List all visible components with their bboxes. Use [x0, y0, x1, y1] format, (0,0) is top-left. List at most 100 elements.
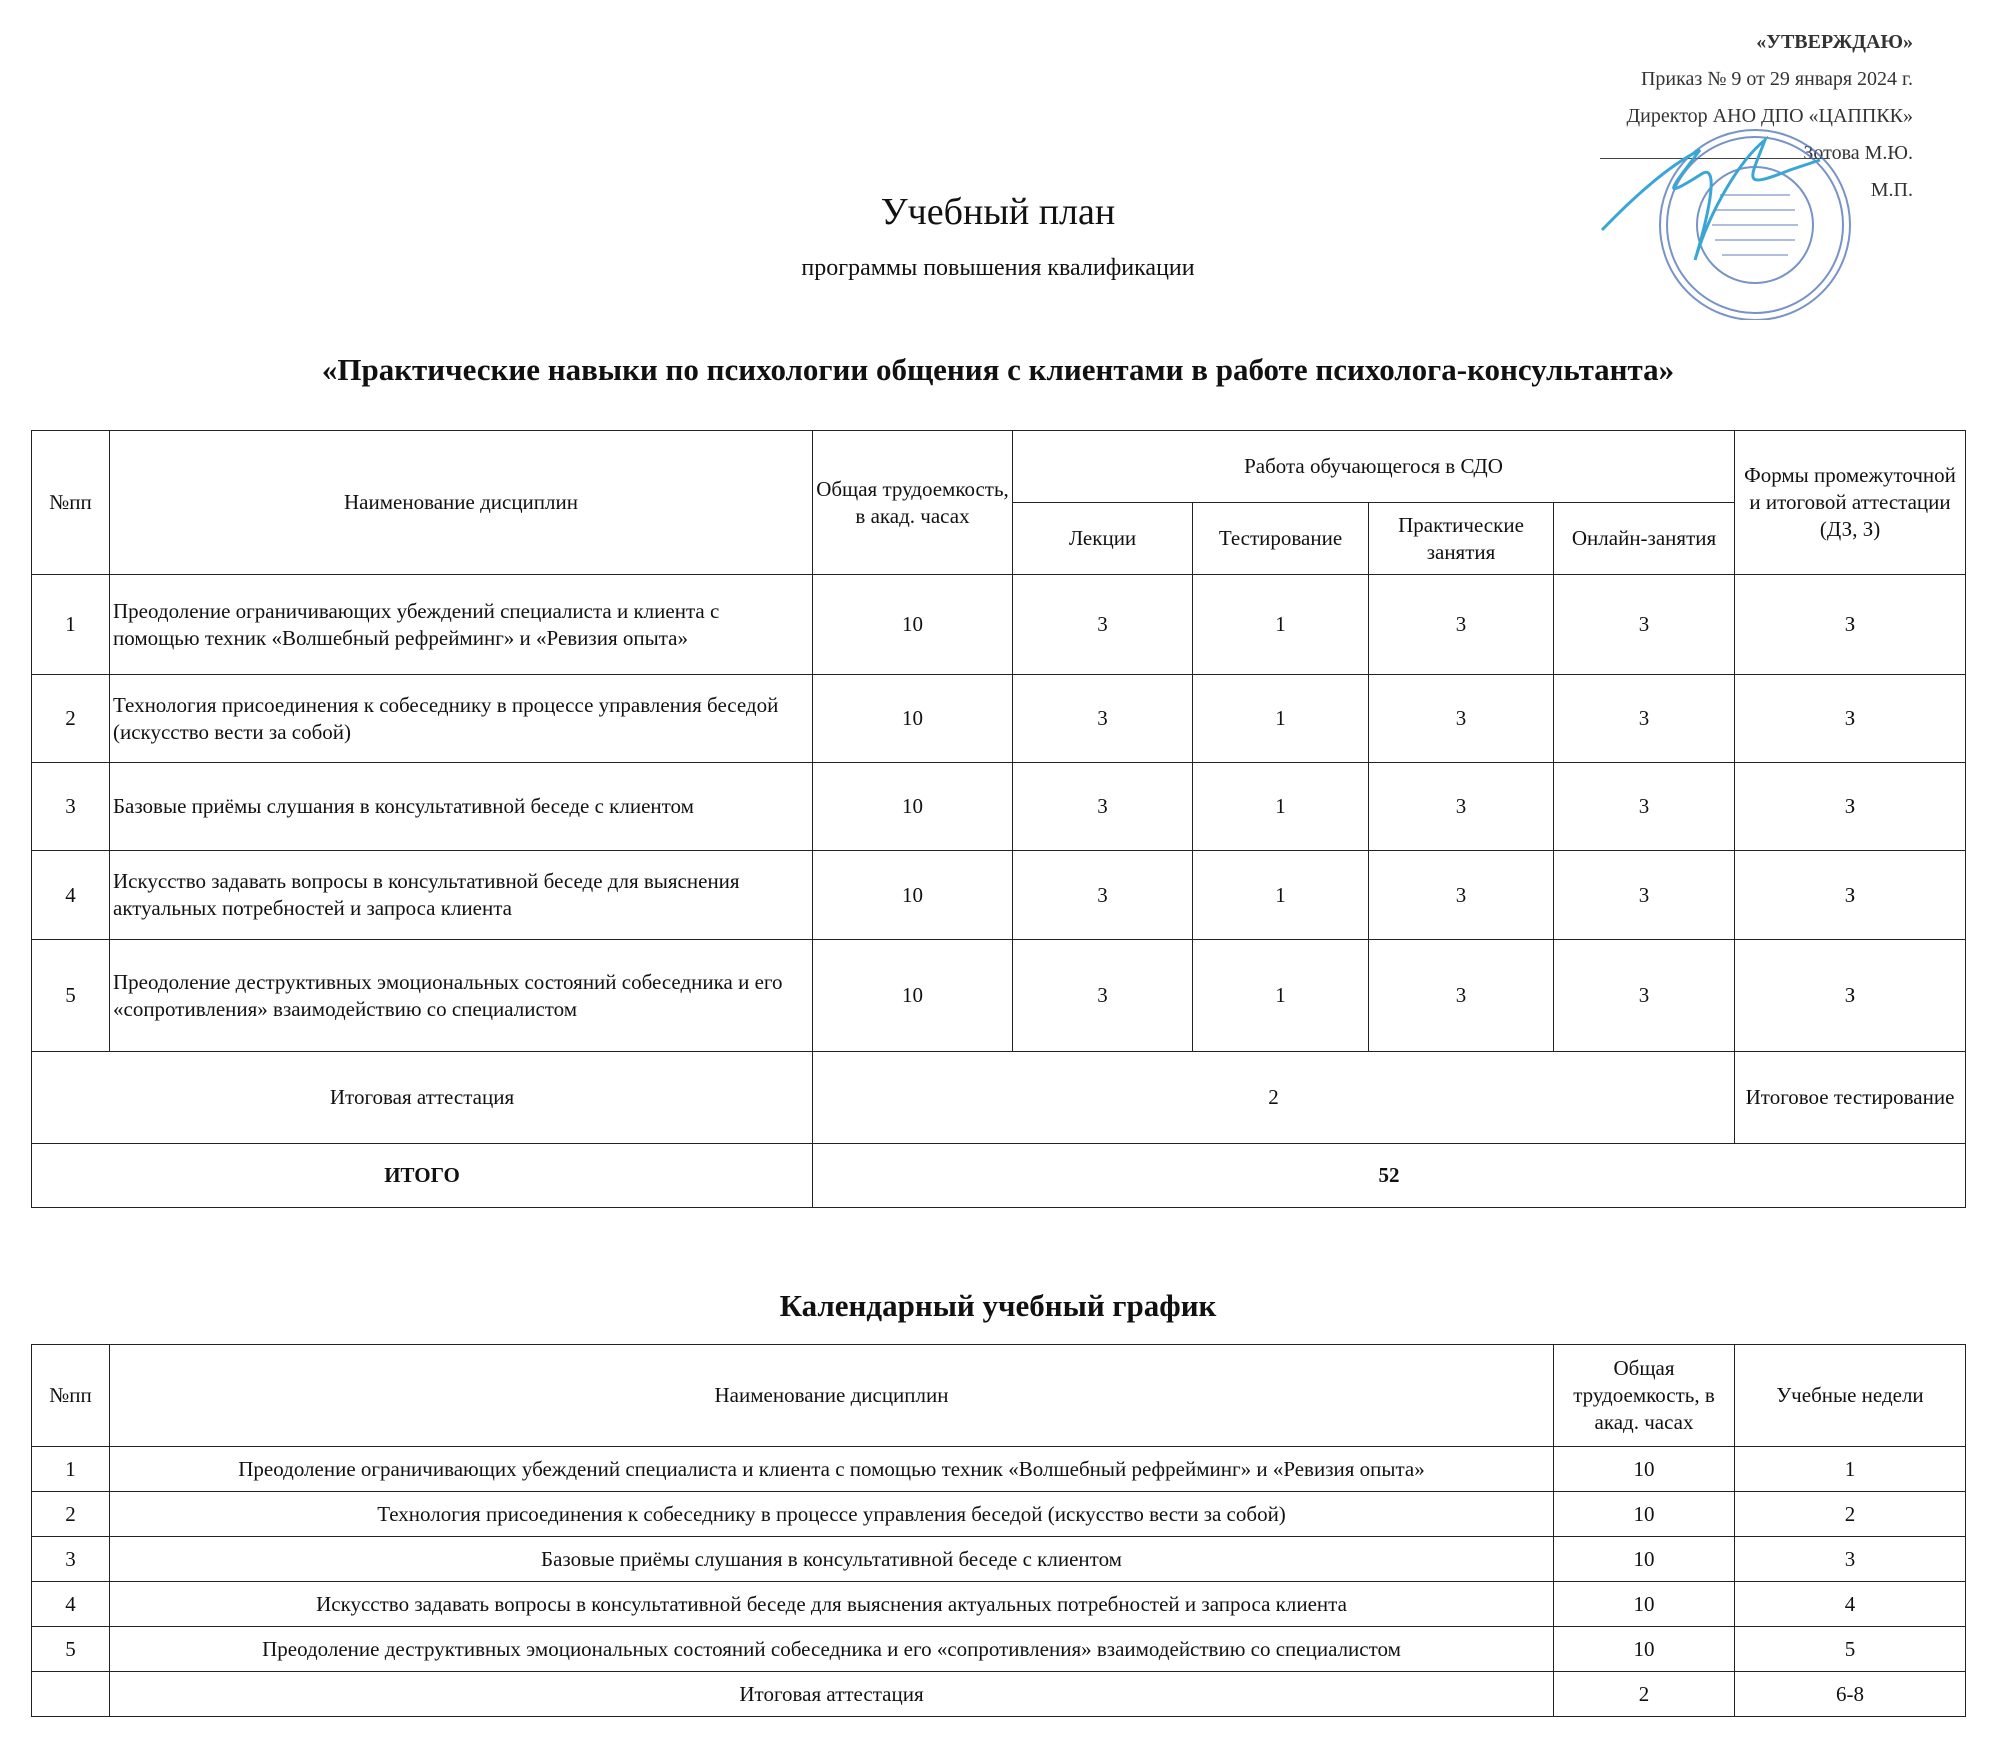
cell-total: 10 — [812, 574, 1013, 675]
cell-week: 5 — [1734, 1626, 1966, 1672]
cell-online: 3 — [1552, 674, 1736, 763]
table-row: 5 Преодоление деструктивных эмоциональных… — [31, 939, 1967, 1052]
cell-num: 1 — [31, 1446, 110, 1492]
cell-week: 2 — [1734, 1491, 1966, 1537]
cell-name: Преодоление ограничивающих убеждений спе… — [109, 1446, 1554, 1492]
cell-name: Искусство задавать вопросы в консультати… — [109, 1581, 1554, 1627]
cell-practice: 3 — [1368, 674, 1554, 763]
header-testing: Тестирование — [1192, 502, 1369, 575]
plan-table: №пп Наименование дисциплин Общая трудоем… — [31, 430, 1967, 1208]
table-row: 3 Базовые приёмы слушания в консультативн… — [31, 762, 1967, 851]
cell-name: Преодоление деструктивных эмоциональных … — [109, 939, 813, 1052]
cell-online: 3 — [1552, 762, 1736, 851]
cell-week: 6-8 — [1734, 1671, 1966, 1717]
cell-total: 10 — [812, 674, 1013, 763]
schedule-title: Календарный учебный график — [779, 1288, 1217, 1323]
cell-week: 1 — [1734, 1446, 1966, 1492]
cell-name: Технология присоединения к собеседнику в… — [109, 1491, 1554, 1537]
cell-num: 5 — [31, 1626, 110, 1672]
signature-icon — [1600, 135, 1821, 261]
header-name: Наименование дисциплин — [109, 430, 813, 575]
page-subtitle: программы повышения квалификации — [801, 255, 1195, 281]
header-num: №пп — [31, 1344, 110, 1447]
cell-num: 2 — [31, 1491, 110, 1537]
cell-total: 10 — [1553, 1491, 1735, 1537]
cell-name: Базовые приёмы слушания в консультативно… — [109, 762, 813, 851]
cell-total: 10 — [1553, 1446, 1735, 1492]
cell-total: 10 — [812, 850, 1013, 940]
cell-num: 4 — [31, 1581, 110, 1627]
cell-practice: 3 — [1368, 762, 1554, 851]
cell-num: 2 — [31, 674, 110, 763]
cell-num: 4 — [31, 850, 110, 940]
table-row: 2 Технология присоединения к собеседнику … — [31, 674, 1967, 763]
final-label: Итоговая аттестация — [31, 1051, 813, 1144]
table-row: 4 Искусство задавать вопросы в консультат… — [31, 850, 1967, 940]
approval-heading: «УТВЕРЖДАЮ» — [1756, 31, 1913, 53]
table-row: 5 Преодоление деструктивных эмоциональных… — [31, 1626, 1966, 1672]
cell-name: Преодоление ограничивающих убеждений спе… — [109, 574, 813, 675]
approval-block: «УТВЕРЖДАЮ» Приказ № 9 от 29 января 2024… — [1627, 24, 1913, 209]
final-hours: 2 — [811, 1051, 1736, 1144]
approval-name: Зотова М.Ю. — [1803, 142, 1913, 164]
cell-testing: 1 — [1192, 762, 1369, 851]
table-row: 1 Преодоление ограничивающих убеждений сп… — [31, 1446, 1966, 1492]
header-lectures: Лекции — [1012, 502, 1193, 575]
cell-testing: 1 — [1192, 850, 1369, 940]
cell-total: 10 — [1553, 1536, 1735, 1582]
cell-name: Искусство задавать вопросы в консультати… — [109, 850, 813, 940]
cell-form: З — [1734, 762, 1967, 851]
cell-lectures: 3 — [1012, 762, 1193, 851]
approval-position: Директор АНО ДПО «ЦАППКК» — [1626, 105, 1913, 127]
cell-name: Итоговая аттестация — [109, 1671, 1554, 1717]
cell-form: З — [1734, 574, 1967, 675]
cell-total: 10 — [1553, 1581, 1735, 1627]
cell-week: 3 — [1734, 1536, 1966, 1582]
cell-num: 5 — [31, 939, 110, 1052]
approval-order: Приказ № 9 от 29 января 2024 г. — [1640, 68, 1913, 90]
cell-lectures: 3 — [1012, 939, 1193, 1052]
cell-num: 3 — [31, 1536, 110, 1582]
approval-seal-mark: М.П. — [1870, 179, 1913, 201]
cell-total: 10 — [812, 762, 1013, 851]
cell-num: 1 — [31, 574, 110, 675]
cell-lectures: 3 — [1012, 850, 1193, 940]
cell-total: 10 — [1553, 1626, 1735, 1672]
signature-line — [1600, 158, 1830, 159]
cell-total: 2 — [1553, 1671, 1735, 1717]
cell-practice: 3 — [1368, 850, 1554, 940]
cell-name: Базовые приёмы слушания в консультативно… — [109, 1536, 1554, 1582]
final-form: Итоговое тестирование — [1734, 1051, 1967, 1144]
cell-lectures: 3 — [1012, 574, 1193, 675]
header-name: Наименование дисциплин — [109, 1344, 1554, 1447]
header-online: Онлайн-занятия — [1552, 502, 1736, 575]
cell-testing: 1 — [1192, 674, 1369, 763]
cell-num: 3 — [31, 762, 110, 851]
header-practice: Практические занятия — [1368, 502, 1554, 575]
cell-online: 3 — [1552, 574, 1736, 675]
table-row: 4 Искусство задавать вопросы в консультат… — [31, 1581, 1966, 1627]
table-row: 3 Базовые приёмы слушания в консультативн… — [31, 1536, 1966, 1582]
table-row: 1 Преодоление ограничивающих убеждений сп… — [31, 574, 1967, 675]
header-sdo: Работа обучающегося в СДО — [1011, 430, 1736, 503]
cell-num — [31, 1671, 110, 1717]
cell-week: 4 — [1734, 1581, 1966, 1627]
cell-form: З — [1734, 850, 1967, 940]
header-num: №пп — [31, 430, 110, 575]
cell-practice: 3 — [1368, 574, 1554, 675]
total-hours: 52 — [811, 1143, 1967, 1208]
cell-name: Технология присоединения к собеседнику в… — [109, 674, 813, 763]
cell-testing: 1 — [1192, 939, 1369, 1052]
header-total: Общая трудоемкость, в акад. часах — [812, 430, 1013, 575]
cell-total: 10 — [812, 939, 1013, 1052]
table-row: 2 Технология присоединения к собеседнику … — [31, 1491, 1966, 1537]
cell-online: 3 — [1552, 850, 1736, 940]
header-total: Общая трудоемкость, в акад. часах — [1553, 1344, 1735, 1447]
cell-lectures: 3 — [1012, 674, 1193, 763]
header-forms: Формы промежуточной и итоговой аттестаци… — [1734, 430, 1967, 575]
cell-form: З — [1734, 674, 1967, 763]
total-label: ИТОГО — [31, 1143, 813, 1208]
cell-practice: 3 — [1368, 939, 1554, 1052]
cell-form: З — [1734, 939, 1967, 1052]
schedule-table: №пп Наименование дисциплин Общая трудоем… — [31, 1344, 1966, 1717]
